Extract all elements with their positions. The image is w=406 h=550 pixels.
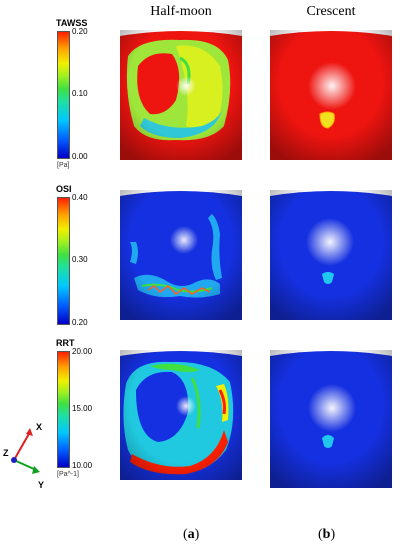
colorbar-osi	[57, 197, 70, 325]
subfigure-letter-b: b	[322, 527, 331, 542]
axis-label-x: X	[36, 422, 42, 432]
colorbar-unit-tawss: [Pa]	[57, 162, 70, 169]
colorbar-tick-mid: 15.00	[72, 404, 93, 413]
column-header-crescent: Crescent	[306, 4, 356, 19]
subfigure-label-a: (a)	[183, 527, 200, 542]
colorbar-tick-min: 0.20	[72, 318, 88, 327]
colorbar-tick-min: 10.00	[72, 461, 93, 470]
subfigure-letter-a: a	[187, 527, 195, 542]
panel-rrt-crescent	[270, 350, 392, 488]
panel-tawss-half-moon	[120, 30, 242, 160]
panel-rrt-half-moon	[120, 350, 242, 480]
colorbar-tick-max: 20.00	[72, 347, 93, 356]
colorbar-unit-rrt: [Pa^-1]	[57, 471, 79, 478]
subfigure-label-b: (b)	[318, 527, 336, 542]
colorbar-tick-max: 0.20	[72, 27, 88, 36]
colorbar-rrt	[57, 351, 70, 468]
column-header-half-moon: Half-moon	[150, 4, 212, 19]
colorbar-tick-max: 0.40	[72, 193, 88, 202]
panel-osi-half-moon	[120, 190, 242, 320]
colorbar-tick-mid: 0.10	[72, 89, 88, 98]
colorbar-tick-min: 0.00	[72, 152, 88, 161]
panel-osi-crescent	[270, 190, 392, 320]
axes-triad-icon: X Y Z	[3, 422, 44, 490]
axis-label-y: Y	[38, 480, 44, 490]
panel-tawss-crescent	[270, 30, 392, 160]
colorbar-title-osi: OSI	[56, 184, 72, 194]
colorbar-title-rrt: RRT	[56, 338, 75, 348]
axis-label-z: Z	[3, 448, 9, 458]
colorbar-tawss	[57, 31, 70, 159]
colorbar-title-tawss: TAWSS	[56, 18, 88, 28]
colorbar-tick-mid: 0.30	[72, 255, 88, 264]
